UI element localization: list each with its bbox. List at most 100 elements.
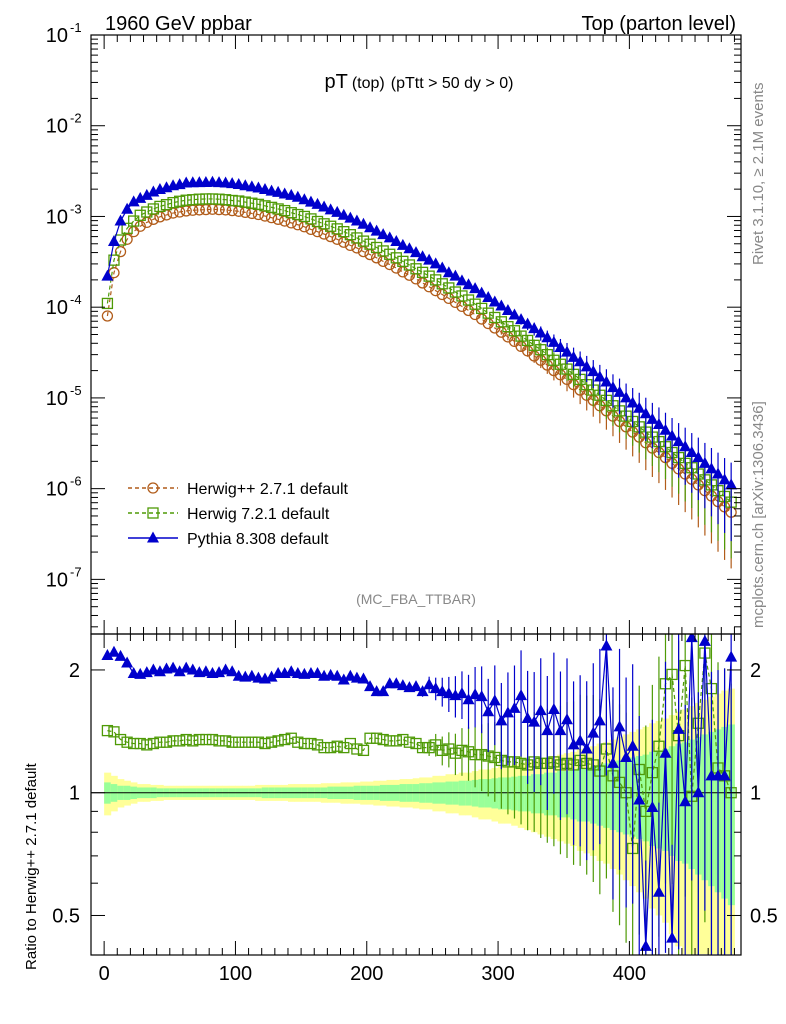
pythia-8-308-default-point <box>107 234 120 246</box>
pythia-8-308-default-ratio-point <box>344 669 357 681</box>
pythia-8-308-default-ratio-point <box>613 720 626 732</box>
herwig-7-2-1-default-point <box>548 354 560 366</box>
pythia-8-308-default-ratio-point <box>245 669 258 681</box>
data-layer <box>91 175 741 955</box>
herwig-7-2-1-default-point <box>423 270 435 282</box>
pythia-8-308-default-point <box>331 205 344 217</box>
herwig-7-2-1-default-ratio-point <box>489 751 501 764</box>
herwig-7-2-1-default-ratio-point <box>114 733 127 746</box>
main-y-tick-label: 10 <box>46 479 68 501</box>
pythia-8-308-default-ratio-point <box>606 756 619 768</box>
herwig-7-2-1-default-point <box>193 193 205 205</box>
pythia-8-308-default-point <box>528 322 541 334</box>
herwig-7-2-1-default-point <box>108 254 120 266</box>
main-panel-data <box>101 175 738 569</box>
pythia-8-308-default-ratio-point <box>488 694 501 706</box>
plot-title-main: pT <box>325 71 348 93</box>
herwig-2-7-1-default-point <box>200 203 212 216</box>
herwig-7-2-1-default-ratio-point <box>259 737 271 750</box>
herwig-7-2-1-default-point <box>338 226 350 238</box>
herwig-7-2-1-default-ratio-point <box>285 732 297 744</box>
herwig-7-2-1-default-ratio-point <box>219 735 232 747</box>
pythia-8-308-default-ratio-point <box>666 931 679 943</box>
pythia-8-308-default-point <box>574 355 587 367</box>
pythia-8-308-default-point <box>501 303 514 315</box>
legend: Herwig++ 2.7.1 default Herwig 7.2.1 defau… <box>128 481 349 548</box>
herwig-2-7-1-default-point <box>101 310 114 322</box>
main-y-tick-label: 10 <box>46 297 68 319</box>
herwig-7-2-1-default-point <box>173 195 186 207</box>
herwig-7-2-1-default-point <box>377 245 389 257</box>
herwig-7-2-1-default-ratio-point <box>121 736 133 748</box>
pythia-8-308-default-point <box>370 224 383 236</box>
ratio-plot-frame <box>90 633 742 956</box>
herwig-2-7-1-default-point <box>173 206 186 218</box>
herwig-7-2-1-default-point <box>233 195 245 207</box>
pythia-8-308-default-ratio-point <box>173 665 186 677</box>
pythia-8-308-default-ratio-point <box>587 726 600 738</box>
herwig-7-2-1-default-point <box>344 229 356 241</box>
pythia-8-308-default-point <box>285 188 298 200</box>
pythia-8-308-default-point <box>593 370 606 382</box>
pythia-8-308-default-ratio-point <box>580 742 593 754</box>
pythia-8-308-default-ratio-point <box>436 685 449 697</box>
herwig-2-7-1-default-point <box>180 205 192 217</box>
legend-label-herwig-7-2-1-default: Herwig 7.2.1 default <box>187 506 330 523</box>
pythia-8-308-default-ratio-point <box>574 734 587 746</box>
pythia-8-308-default-ratio-point <box>561 713 574 725</box>
herwig-7-2-1-default-point <box>357 235 370 247</box>
herwig-7-2-1-default-point <box>239 196 251 208</box>
pythia-8-308-default-point <box>613 385 626 397</box>
herwig-7-2-1-default-ratio-point <box>390 735 402 747</box>
herwig-7-2-1-default-point <box>502 321 514 333</box>
pythia-8-308-default-point <box>515 313 528 325</box>
herwig-7-2-1-default-point <box>219 194 232 206</box>
x-tick-label: 200 <box>350 963 383 985</box>
pythia-8-308-default-point <box>383 231 396 243</box>
pythia-8-308-default-ratio-point <box>416 685 429 697</box>
herwig-7-2-1-default-point <box>272 203 284 215</box>
pythia-8-308-default-point <box>698 456 711 468</box>
main-y-tick-exponent: -7 <box>70 564 82 579</box>
analysis-watermark: (MC_FBA_TTBAR) <box>356 591 476 607</box>
pythia-8-308-default-point <box>488 295 501 307</box>
pythia-8-308-default-point <box>114 214 127 226</box>
herwig-7-2-1-default-ratio-point <box>311 739 324 751</box>
herwig-7-2-1-default-point <box>397 255 409 268</box>
pythia-8-308-default-ratio-point <box>685 634 698 643</box>
ratio-y-tick-label: 0.5 <box>52 905 80 927</box>
pythia-8-308-default-point <box>377 228 390 240</box>
herwig-2-7-1-default-point <box>344 239 356 252</box>
herwig-7-2-1-default-ratio-point <box>272 735 284 747</box>
herwig-7-2-1-default-ratio-point <box>469 748 481 761</box>
herwig-7-2-1-default-ratio-point <box>305 737 317 750</box>
pythia-8-308-default-ratio-point <box>495 714 508 726</box>
herwig-7-2-1-default-point <box>351 232 363 244</box>
herwig-7-2-1-default-ratio-point <box>147 737 160 750</box>
herwig-2-7-1-default-point <box>121 233 133 245</box>
pythia-8-308-default-ratio-point <box>528 715 541 727</box>
herwig-7-2-1-default-ratio-point <box>351 743 363 755</box>
pythia-8-308-default-point <box>646 412 659 424</box>
herwig-7-2-1-default-ratio-point <box>416 741 429 754</box>
herwig-7-2-1-default-point <box>410 263 422 275</box>
pythia-8-308-default-point <box>140 188 153 200</box>
herwig-7-2-1-default-point <box>101 297 114 310</box>
herwig-7-2-1-default-ratio-point <box>239 736 251 748</box>
herwig-7-2-1-default-ratio-point <box>666 668 678 681</box>
herwig-7-2-1-default-point <box>298 210 311 223</box>
herwig-7-2-1-default-ratio-point <box>213 735 225 747</box>
herwig-7-2-1-default-ratio-point <box>324 741 337 754</box>
herwig-7-2-1-default-point <box>134 209 146 221</box>
herwig-7-2-1-default-point <box>252 198 265 210</box>
herwig-7-2-1-default-point <box>370 241 383 254</box>
pythia-8-308-default-ratio-point <box>646 800 659 812</box>
pythia-8-308-default-ratio-point <box>639 939 652 951</box>
pythia-8-308-default-ratio-point <box>114 649 127 661</box>
herwig-7-2-1-default-ratio-point <box>265 736 278 748</box>
herwig-7-2-1-default-point <box>121 222 133 234</box>
legend-marker-herwig-2-7-1-default <box>147 482 159 494</box>
pythia-8-308-default-point <box>324 203 337 215</box>
pythia-8-308-default-point <box>495 299 508 311</box>
